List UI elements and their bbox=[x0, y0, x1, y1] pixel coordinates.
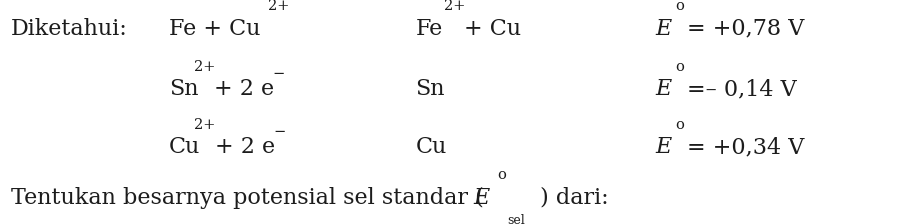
Text: 2+: 2+ bbox=[194, 60, 215, 73]
Text: + 2 e: + 2 e bbox=[214, 78, 274, 100]
Text: + Cu: + Cu bbox=[464, 18, 521, 40]
Text: E: E bbox=[656, 18, 672, 40]
Text: Sn: Sn bbox=[415, 78, 445, 100]
Text: 2+: 2+ bbox=[194, 118, 215, 132]
Text: 2+: 2+ bbox=[268, 0, 289, 13]
Text: Fe: Fe bbox=[415, 18, 443, 40]
Text: Sn: Sn bbox=[169, 78, 198, 100]
Text: Cu: Cu bbox=[415, 136, 446, 158]
Text: Tentukan besarnya potensial sel standar (: Tentukan besarnya potensial sel standar … bbox=[11, 187, 484, 209]
Text: Fe + Cu: Fe + Cu bbox=[169, 18, 260, 40]
Text: sel: sel bbox=[508, 214, 525, 224]
Text: o: o bbox=[676, 0, 685, 13]
Text: =– 0,14 V: =– 0,14 V bbox=[687, 78, 796, 100]
Text: ) dari:: ) dari: bbox=[540, 187, 608, 209]
Text: Diketahui:: Diketahui: bbox=[11, 18, 128, 40]
Text: Cu: Cu bbox=[169, 136, 200, 158]
Text: E: E bbox=[656, 136, 672, 158]
Text: E: E bbox=[656, 78, 672, 100]
Text: = +0,78 V: = +0,78 V bbox=[687, 18, 804, 40]
Text: −: − bbox=[274, 125, 286, 139]
Text: + 2 e: + 2 e bbox=[215, 136, 275, 158]
Text: 2+: 2+ bbox=[444, 0, 465, 13]
Text: o: o bbox=[676, 118, 685, 132]
Text: −: − bbox=[272, 67, 284, 81]
Text: = +0,34 V: = +0,34 V bbox=[687, 136, 804, 158]
Text: o: o bbox=[676, 60, 685, 73]
Text: o: o bbox=[498, 168, 507, 182]
Text: E: E bbox=[473, 187, 489, 209]
